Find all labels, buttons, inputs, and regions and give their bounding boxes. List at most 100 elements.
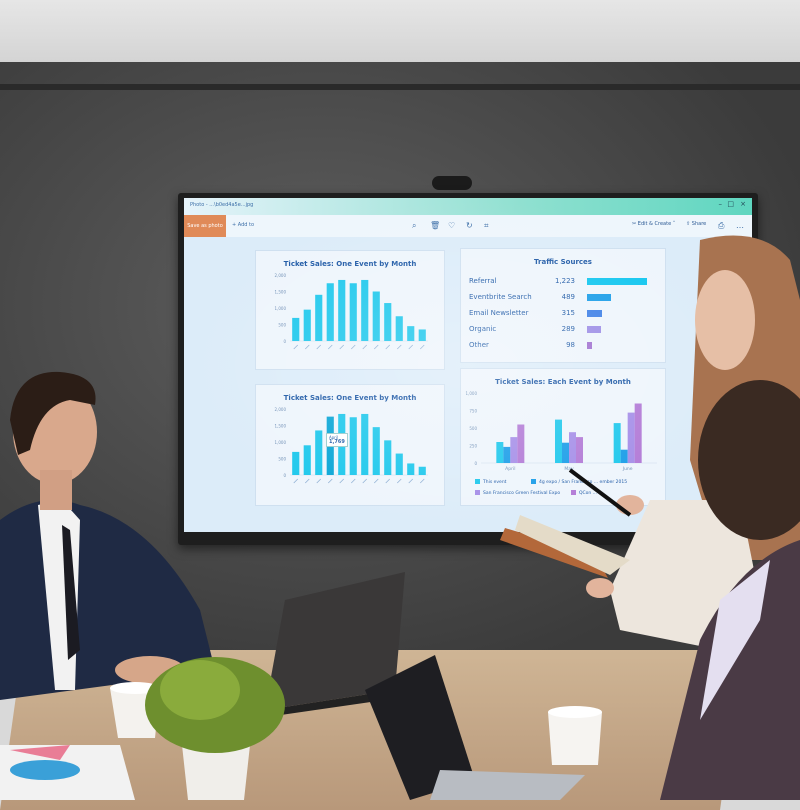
y-tick-label: 1,500 bbox=[275, 290, 287, 295]
bar[interactable] bbox=[562, 442, 569, 463]
traffic-source-value: 98 bbox=[566, 341, 575, 349]
bar[interactable] bbox=[292, 451, 300, 475]
bar[interactable] bbox=[517, 424, 525, 464]
bar[interactable] bbox=[418, 466, 426, 475]
bar[interactable] bbox=[315, 294, 323, 341]
rotate-icon[interactable]: ↻ bbox=[466, 221, 473, 230]
seated-man-right bbox=[660, 380, 800, 800]
file-path: Photo - ...\b0ed4a5e...jpg bbox=[190, 202, 254, 208]
crop-icon[interactable]: ⌗ bbox=[484, 221, 489, 230]
grouped-bar-chart-each-event: 1,000 750 500 250 0 April May June bbox=[466, 391, 657, 472]
bar[interactable] bbox=[372, 291, 380, 342]
traffic-source-label: Email Newsletter bbox=[469, 309, 529, 317]
bar[interactable] bbox=[338, 279, 346, 341]
x-tick-label bbox=[339, 344, 345, 350]
y-tick-label: 500 bbox=[278, 457, 286, 462]
potted-plant bbox=[145, 657, 285, 800]
minimize-icon[interactable]: – bbox=[718, 200, 723, 208]
x-tick-label bbox=[396, 478, 402, 484]
bar[interactable] bbox=[496, 442, 504, 463]
traffic-source-value: 315 bbox=[561, 309, 575, 317]
bar[interactable] bbox=[303, 445, 311, 475]
bar[interactable] bbox=[627, 412, 635, 463]
bar[interactable] bbox=[569, 432, 576, 463]
traffic-source-row: Referral 1,223 bbox=[469, 277, 659, 287]
more-icon[interactable]: … bbox=[736, 221, 744, 230]
notebook bbox=[500, 515, 630, 578]
y-tick-label: 500 bbox=[469, 426, 477, 431]
bar[interactable] bbox=[418, 329, 426, 341]
legend-label: This event bbox=[483, 480, 507, 485]
legend-label: QCon ... bbox=[579, 491, 598, 496]
share-button[interactable]: ⇪ Share bbox=[686, 221, 707, 227]
bar[interactable] bbox=[303, 309, 311, 341]
bar[interactable] bbox=[361, 279, 369, 341]
traffic-title: Traffic Sources bbox=[534, 258, 592, 266]
close-icon[interactable]: × bbox=[740, 200, 746, 208]
legend-label: San Francisco Green Festival Expo bbox=[483, 491, 561, 496]
legend-label: 4g expo / San Francisco ... ember 2015 bbox=[539, 480, 628, 485]
traffic-source-bar bbox=[587, 342, 592, 349]
bar[interactable] bbox=[510, 437, 518, 463]
traffic-source-row: Other 98 bbox=[469, 341, 659, 351]
x-tick-label bbox=[316, 344, 322, 350]
y-tick-label: 500 bbox=[278, 323, 286, 328]
webcam bbox=[432, 176, 472, 190]
print-icon[interactable]: ⎙ bbox=[718, 221, 725, 230]
laptop-back bbox=[260, 572, 405, 718]
bar[interactable] bbox=[315, 430, 323, 475]
traffic-source-label: Referral bbox=[469, 277, 497, 285]
ceiling bbox=[0, 0, 800, 62]
bar[interactable] bbox=[620, 449, 628, 463]
y-tick-label: 0 bbox=[474, 461, 477, 466]
y-tick-label: 0 bbox=[283, 473, 286, 478]
bar[interactable] bbox=[292, 317, 300, 341]
x-tick-label bbox=[316, 478, 322, 484]
y-tick-label: 750 bbox=[469, 409, 477, 414]
chart-title: Ticket Sales: Each Event by Month bbox=[495, 378, 631, 386]
traffic-source-bar bbox=[587, 278, 647, 285]
bar[interactable] bbox=[384, 440, 392, 475]
chart-panel-each-event: Ticket Sales: Each Event by Month 1,000 7… bbox=[460, 368, 666, 506]
bar[interactable] bbox=[407, 463, 415, 475]
x-tick-label bbox=[293, 344, 299, 350]
bar[interactable] bbox=[372, 427, 380, 475]
bar[interactable] bbox=[326, 283, 334, 341]
bar[interactable] bbox=[407, 326, 415, 341]
x-tick-label bbox=[293, 478, 299, 484]
y-tick-label: 1,000 bbox=[275, 440, 287, 445]
x-tick-label bbox=[304, 478, 310, 484]
x-tick-label bbox=[350, 344, 356, 350]
traffic-source-label: Other bbox=[469, 341, 489, 349]
bar[interactable] bbox=[555, 419, 562, 463]
bar[interactable] bbox=[361, 413, 369, 475]
x-tick-label bbox=[362, 478, 368, 484]
save-as-photo-button[interactable]: Save as photo bbox=[184, 215, 226, 237]
traffic-source-bar bbox=[587, 294, 611, 301]
bar[interactable] bbox=[576, 437, 583, 463]
bar[interactable] bbox=[395, 453, 403, 475]
y-tick-label: 2,000 bbox=[275, 273, 287, 278]
add-to-button[interactable]: + Add to bbox=[232, 222, 255, 228]
x-tick-label bbox=[339, 478, 345, 484]
y-tick-label: 1,000 bbox=[466, 391, 478, 396]
bar[interactable] bbox=[384, 303, 392, 341]
bar[interactable] bbox=[395, 316, 403, 341]
maximize-icon[interactable]: □ bbox=[727, 200, 734, 208]
laptop-front bbox=[365, 655, 585, 800]
x-tick-label bbox=[304, 344, 310, 350]
coffee-cup-right bbox=[548, 706, 602, 765]
bar[interactable] bbox=[634, 403, 642, 464]
x-tick-label: April bbox=[505, 466, 515, 472]
edit-create-button[interactable]: ✂ Edit & Create ˅ bbox=[632, 221, 676, 227]
zoom-icon[interactable]: ⌕ bbox=[412, 221, 417, 230]
traffic-source-value: 289 bbox=[561, 325, 575, 333]
bar[interactable] bbox=[349, 417, 357, 475]
bar[interactable] bbox=[613, 423, 621, 463]
heart-icon[interactable]: ♡ bbox=[448, 221, 456, 230]
bar[interactable] bbox=[349, 283, 357, 341]
x-tick-label bbox=[396, 344, 402, 350]
bar[interactable] bbox=[503, 446, 511, 463]
x-tick-label bbox=[373, 344, 379, 350]
delete-icon[interactable]: 🗑 bbox=[430, 221, 441, 230]
